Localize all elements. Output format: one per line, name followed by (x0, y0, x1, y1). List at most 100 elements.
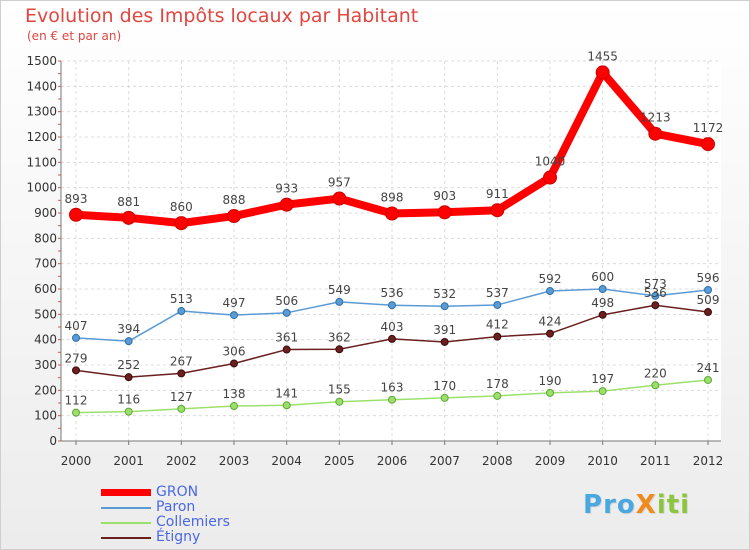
data-label: 241 (697, 361, 720, 375)
data-label: 361 (275, 331, 298, 345)
data-point (437, 205, 452, 220)
data-point (282, 401, 291, 410)
data-point (440, 337, 449, 346)
data-label: 155 (328, 383, 351, 397)
data-label: 957 (328, 176, 351, 190)
data-point (546, 329, 554, 338)
data-label: 893 (65, 192, 88, 206)
data-point (335, 297, 344, 306)
data-label: 403 (381, 320, 404, 334)
y-tick-label: 300 (34, 358, 57, 372)
plot-area (61, 61, 721, 441)
proxiti-logo: ProXiti (583, 490, 690, 520)
data-point (230, 402, 238, 411)
legend: GRON Paron Collemiers Étigny (101, 485, 230, 545)
logo-letter: P (583, 490, 604, 520)
legend-swatch (101, 536, 151, 539)
data-point (704, 375, 712, 384)
data-point (595, 65, 610, 80)
legend-label: Collemiers (156, 514, 230, 530)
data-point (493, 300, 502, 309)
y-tick-label: 700 (34, 257, 57, 271)
data-label: 424 (539, 315, 562, 329)
legend-item: Étigny (101, 530, 230, 545)
data-point (227, 209, 241, 224)
data-label: 306 (223, 344, 246, 358)
data-label: 596 (697, 271, 720, 285)
data-label: 279 (65, 351, 88, 365)
data-label: 220 (644, 366, 667, 380)
y-tick-label: 1100 (26, 155, 57, 169)
data-label: 549 (328, 283, 351, 297)
data-label: 391 (433, 323, 456, 337)
data-label: 252 (117, 358, 140, 372)
data-point (490, 203, 505, 218)
y-tick-label: 900 (34, 206, 57, 220)
logo-letter: X (635, 490, 657, 520)
data-label: 1213 (640, 111, 671, 125)
data-point (335, 345, 344, 354)
data-label: 1455 (587, 49, 618, 63)
x-tick-label: 2004 (271, 454, 302, 468)
y-tick-label: 1300 (26, 105, 57, 119)
y-tick-label: 1400 (26, 79, 57, 93)
x-tick-label: 2008 (482, 454, 513, 468)
data-point (388, 395, 396, 404)
data-label: 190 (539, 374, 562, 388)
data-point (72, 333, 80, 342)
data-label: 116 (117, 393, 140, 407)
data-point (177, 369, 186, 378)
x-tick-label: 2001 (113, 454, 144, 468)
data-point (124, 337, 133, 346)
y-tick-label: 1200 (26, 130, 57, 144)
logo-letter: i (680, 490, 691, 520)
data-label: 498 (591, 296, 614, 310)
data-point (230, 359, 238, 368)
data-label: 536 (644, 286, 667, 300)
legend-item: GRON (101, 485, 230, 500)
legend-label: GRON (156, 484, 199, 500)
data-label: 407 (65, 319, 88, 333)
data-point (440, 302, 449, 311)
data-label: 138 (223, 387, 246, 401)
data-label: 898 (381, 191, 404, 205)
data-point (177, 404, 186, 413)
data-label: 911 (486, 187, 509, 201)
data-point (124, 373, 133, 382)
data-label: 592 (539, 272, 562, 286)
x-tick-label: 2003 (219, 454, 250, 468)
legend-item: Collemiers (101, 515, 230, 530)
data-label: 600 (591, 270, 614, 284)
data-point (598, 285, 607, 293)
y-tick-label: 800 (34, 231, 57, 245)
data-label: 933 (275, 182, 298, 196)
data-label: 127 (170, 390, 193, 404)
data-point (651, 381, 660, 390)
y-tick-label: 600 (34, 282, 57, 296)
chart-title: Evolution des Impôts locaux par Habitant (25, 5, 419, 27)
data-point (704, 286, 712, 295)
data-point (124, 407, 133, 416)
data-label: 573 (644, 277, 667, 291)
data-point (332, 191, 347, 206)
x-tick-label: 2012 (693, 454, 724, 468)
data-label: 903 (433, 189, 456, 203)
data-label: 362 (328, 330, 351, 344)
data-point (546, 287, 554, 296)
data-label: 394 (117, 322, 140, 336)
data-point (279, 197, 294, 212)
data-label: 888 (223, 193, 246, 207)
data-point (651, 291, 660, 300)
data-label: 509 (697, 293, 720, 307)
data-point (72, 408, 80, 417)
data-point (651, 301, 660, 310)
data-label: 1040 (535, 155, 566, 169)
data-label: 860 (170, 200, 193, 214)
legend-swatch (101, 506, 151, 509)
y-tick-label: 500 (34, 307, 57, 321)
data-label: 1172 (693, 121, 724, 135)
data-label: 506 (275, 294, 298, 308)
x-tick-label: 2000 (61, 454, 92, 468)
